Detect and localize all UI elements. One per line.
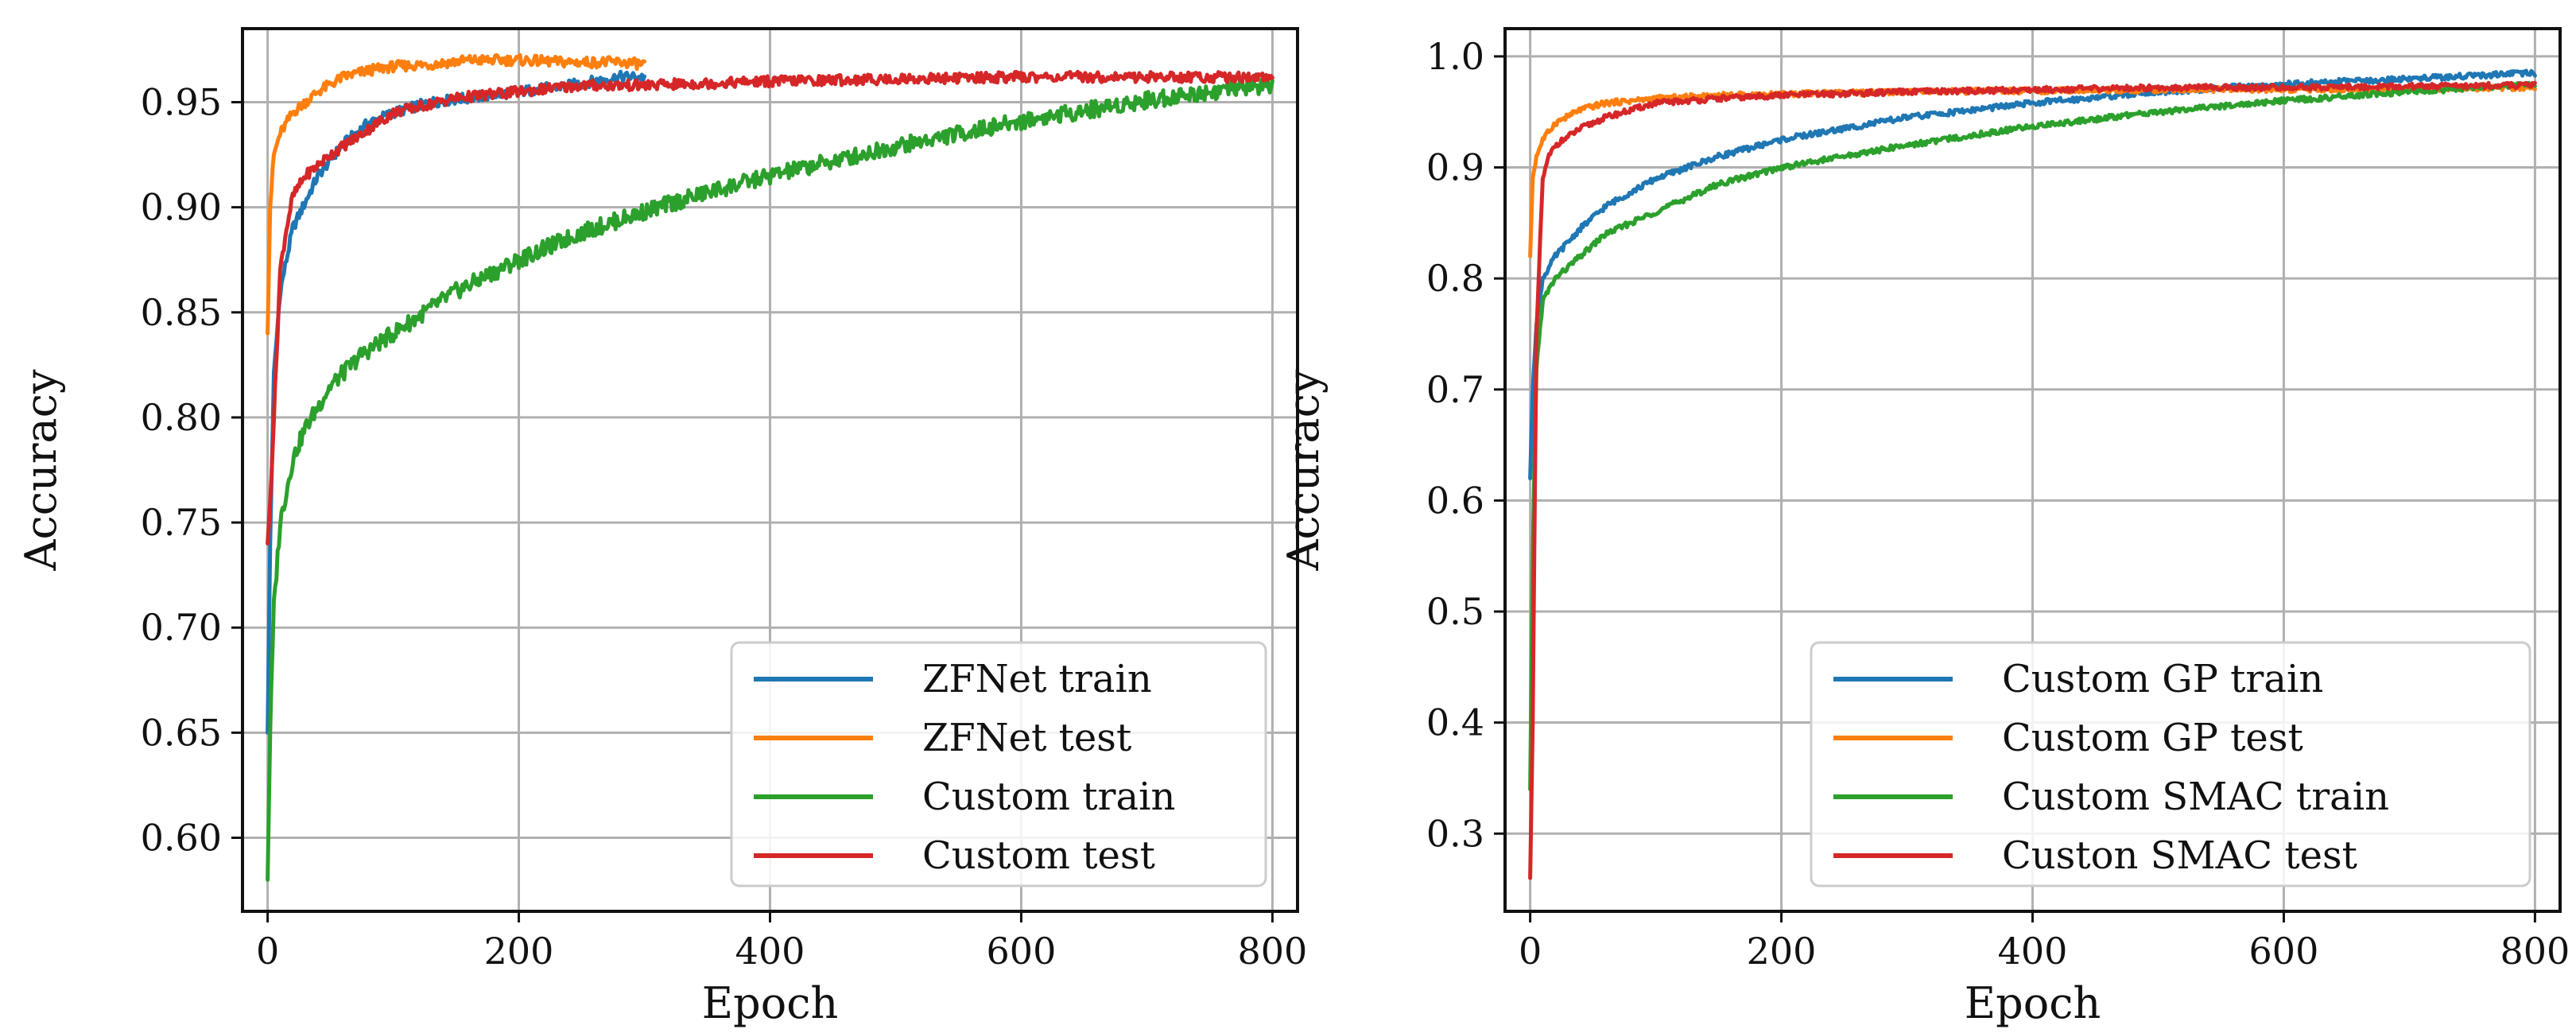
y-tick-label: 0.3	[1426, 812, 1484, 855]
series-group	[266, 52, 1274, 882]
legend-label: Custon SMAC test	[2002, 833, 2357, 878]
y-tick-label: 0.95	[141, 81, 222, 124]
x-tick-label: 0	[256, 930, 279, 973]
series-line-custon-smac-test	[1528, 80, 2537, 880]
legend-label: Custom train	[922, 775, 1175, 819]
x-tick-label: 200	[484, 930, 554, 973]
y-tick-label: 0.90	[141, 186, 222, 229]
y-tick-label: 0.5	[1426, 590, 1484, 633]
x-tick-label: 600	[2249, 930, 2319, 973]
x-tick-label: 600	[987, 930, 1057, 973]
legend-box	[1810, 641, 2531, 887]
legend-label: ZFNet test	[922, 716, 1131, 760]
y-axis-label: Accuracy	[1278, 369, 1329, 572]
legend-label: Custom test	[922, 833, 1155, 878]
y-tick-label: 0.80	[141, 396, 222, 439]
series-line-custom-test	[266, 69, 1274, 546]
y-tick-label: 0.60	[141, 817, 222, 860]
x-tick-label: 800	[2500, 930, 2570, 973]
series-group	[1528, 68, 2537, 880]
x-axis-label: Epoch	[1965, 978, 2101, 1028]
legend: ZFNet train ZFNet test Custom train Custom …	[730, 641, 1267, 887]
x-tick-label: 400	[735, 930, 805, 973]
y-tick-label: 0.7	[1426, 368, 1484, 411]
series-line-zfnet-test	[266, 52, 646, 336]
y-axis-label: Accuracy	[16, 369, 66, 572]
x-axis-label: Epoch	[702, 978, 839, 1028]
y-tick-label: 1.0	[1426, 35, 1484, 78]
series-line-custom-smac-train	[1528, 80, 2537, 791]
y-tick-label: 0.8	[1426, 257, 1484, 300]
legend: Custom GP train Custom GP test Custom SMAC…	[1810, 641, 2531, 887]
legend-label: ZFNet train	[922, 657, 1152, 701]
legend-label: Custom GP train	[2002, 657, 2323, 701]
y-tick-label: 0.4	[1426, 701, 1484, 744]
series-line-custom-gp-train	[1528, 68, 2537, 480]
y-tick-label: 0.65	[141, 711, 222, 754]
legend-label: Custom SMAC train	[2002, 775, 2389, 819]
series-line-custom-train	[266, 76, 1274, 882]
accuracy-panel-right: 0 200 400 600 800 0.3 0.4 0.5 0.6 0.7 0.8 0.9 1.0 Epo…	[1278, 27, 2570, 1028]
x-tick-label: 200	[1747, 930, 1817, 973]
x-tick-label: 0	[1519, 930, 1542, 973]
x-tick-label: 800	[1237, 930, 1307, 973]
y-tick-label: 0.85	[141, 291, 222, 334]
y-tick-label: 0.6	[1426, 479, 1484, 522]
y-tick-label: 0.75	[141, 501, 222, 544]
y-tick-label: 0.70	[141, 606, 222, 649]
legend-label: Custom GP test	[2002, 716, 2303, 760]
legend-box	[730, 641, 1267, 887]
accuracy-panel-left: 0 200 400 600 800 0.60 0.65 0.70 0.75 0.80 0.85 0.9…	[16, 27, 1307, 1028]
y-tick-label: 0.9	[1426, 146, 1484, 189]
x-tick-label: 400	[1998, 930, 2068, 973]
